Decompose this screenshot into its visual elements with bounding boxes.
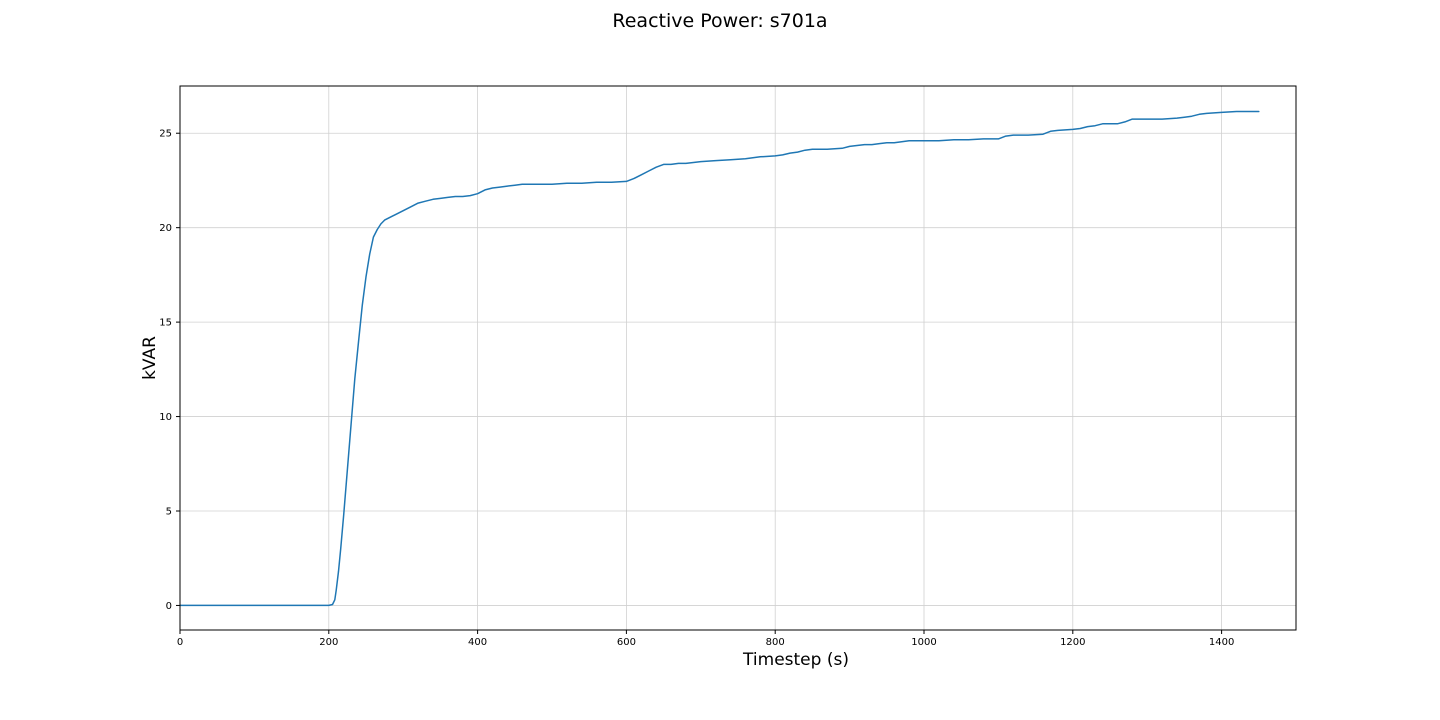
tick-layer: 0 200 400 600 800 1000 1200 1400 0 5 10 15 20 25 [159,129,1234,648]
chart-title: Reactive Power: s701a [612,10,828,32]
y-tick-label: 25 [159,129,172,140]
y-tick-label: 0 [166,601,172,612]
x-tick-label: 600 [617,637,636,648]
series-layer [179,110,1260,607]
x-tick-label: 400 [468,637,487,648]
plot-frame [179,85,1297,631]
grid-lines [179,86,1296,630]
x-tick-label: 800 [766,637,785,648]
x-tick-label: 1400 [1209,637,1234,648]
series-line-reactive-power [179,110,1260,607]
x-axis-label: Timestep (s) [742,650,849,670]
x-tick-label: 1200 [1060,637,1085,648]
y-tick-label: 20 [159,223,172,234]
x-tick-label: 0 [177,637,183,648]
x-tick-label: 200 [319,637,338,648]
y-tick-label: 5 [166,507,172,518]
y-axis-label: kVAR [140,336,160,380]
x-tick-label: 1000 [911,637,936,648]
y-tick-label: 15 [159,318,172,329]
y-tick-label: 10 [159,412,172,423]
